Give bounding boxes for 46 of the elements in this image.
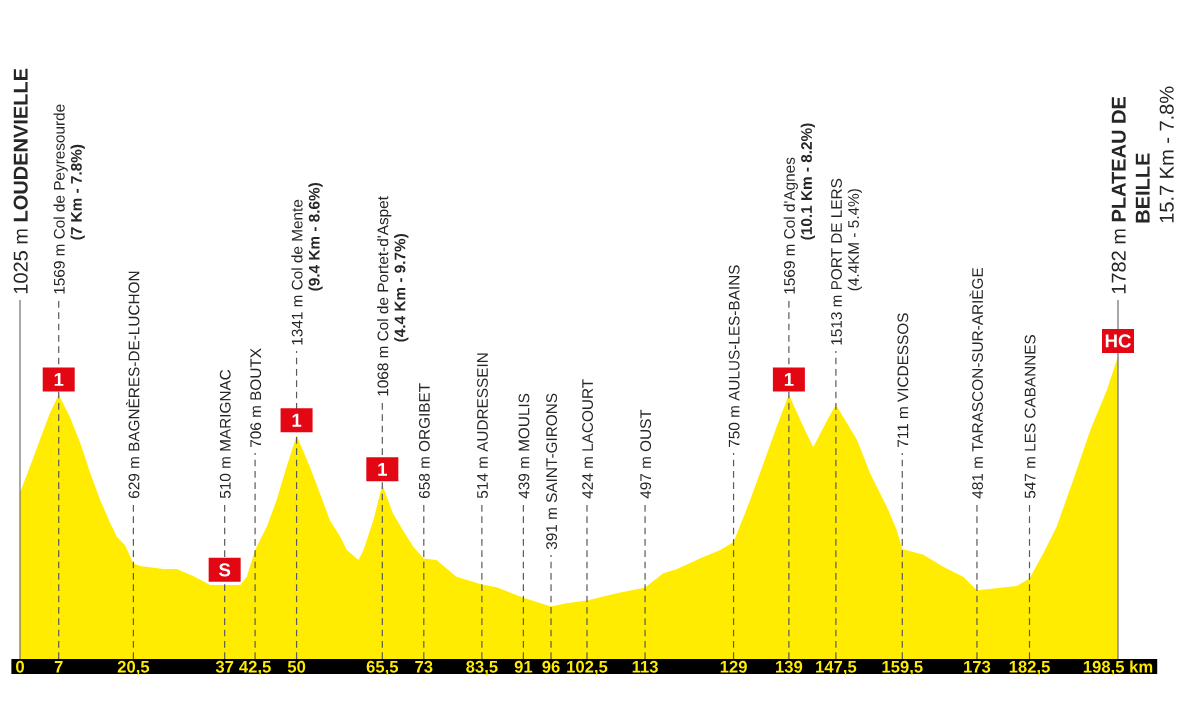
ref-line-label: 658 m ORGIBET: [418, 383, 430, 498]
ref-line-label: 547 m LES CABANNES: [1024, 334, 1036, 499]
x-tick-label: 20,5: [117, 660, 150, 676]
ref-line-label: 1569 m Col d'Agnes (10.1 Km - 8.2%): [783, 123, 815, 294]
ref-line-label: 391 m SAINT-GIRONS: [546, 393, 558, 550]
x-tick-label: 147,5: [816, 661, 857, 676]
x-tick-label: 83,5: [466, 660, 498, 676]
ref-line-label: 706 m BOUTX: [250, 348, 262, 447]
ref-line-label: 439 m MOULIS: [518, 393, 530, 499]
annotation: 1: [378, 462, 387, 476]
x-tick-label: 42,5: [239, 660, 271, 676]
x-tick-label: 65,5: [366, 660, 399, 676]
ref-line-label: 1569 m Col de Peyresourde (7 Km - 7.8%): [53, 104, 85, 294]
x-tick-label: 102,5: [567, 660, 608, 676]
x-tick-label: 91: [514, 660, 533, 673]
ref-line-label: 1025 m LOUDENVIELLE: [13, 68, 28, 294]
annotation: 1: [54, 372, 64, 386]
x-tick-label: 159,5: [882, 660, 923, 676]
x-tick-label: 37: [215, 660, 234, 673]
ref-line-label: 510 m MARIGNAC: [219, 369, 231, 499]
ref-line-label: 497 m OUST: [640, 409, 652, 499]
ref-line-label: 1782 m PLATEAU DE BEILLE 15.7 Km - 7.8%: [1111, 86, 1174, 294]
x-tick-label: 113: [632, 660, 658, 673]
ref-line-label: 481 m TARASCON-SUR-ARIÈGE: [969, 267, 983, 499]
x-tick-label: 0: [16, 660, 24, 673]
x-tick-label: 50: [287, 660, 306, 673]
ref-line-label: 750 m AULUS-LES-BAINS: [728, 265, 740, 447]
ref-line-label: 1513 m PORT DE LERS (4.4KM - 5.4%): [831, 178, 863, 345]
ref-line-label: 424 m LACOURT: [582, 379, 593, 499]
x-tick-label: 96: [542, 660, 560, 673]
x-tick-label: 73: [415, 660, 433, 673]
annotation: 1: [784, 372, 794, 386]
ref-line-label: 1341 m Col de Mente (9.4 Km - 8.6%): [291, 183, 323, 345]
annotation: S: [218, 563, 231, 577]
annotation: HC: [1105, 334, 1131, 348]
x-tick-label: 129: [720, 660, 747, 673]
ref-line-label: 711 m VICDESSOS: [897, 313, 909, 447]
x-tick-label: 182,5: [1009, 660, 1050, 676]
x-tick-label: 173: [964, 660, 991, 673]
x-tick-label: 7: [54, 661, 63, 673]
ref-line-label: 629 m BAGNÈRES-DE-LUCHON: [125, 271, 140, 498]
x-tick-label: 139: [776, 660, 803, 673]
annotation: 1: [292, 413, 302, 427]
ref-line-label: 1068 m Col de Portet-d'Aspet (4.4 Km - 9.7%): [377, 196, 409, 396]
ref-line-label: 514 m AUDRESSEIN: [477, 353, 488, 499]
x-tick-label: 198,5 km: [1083, 660, 1153, 676]
